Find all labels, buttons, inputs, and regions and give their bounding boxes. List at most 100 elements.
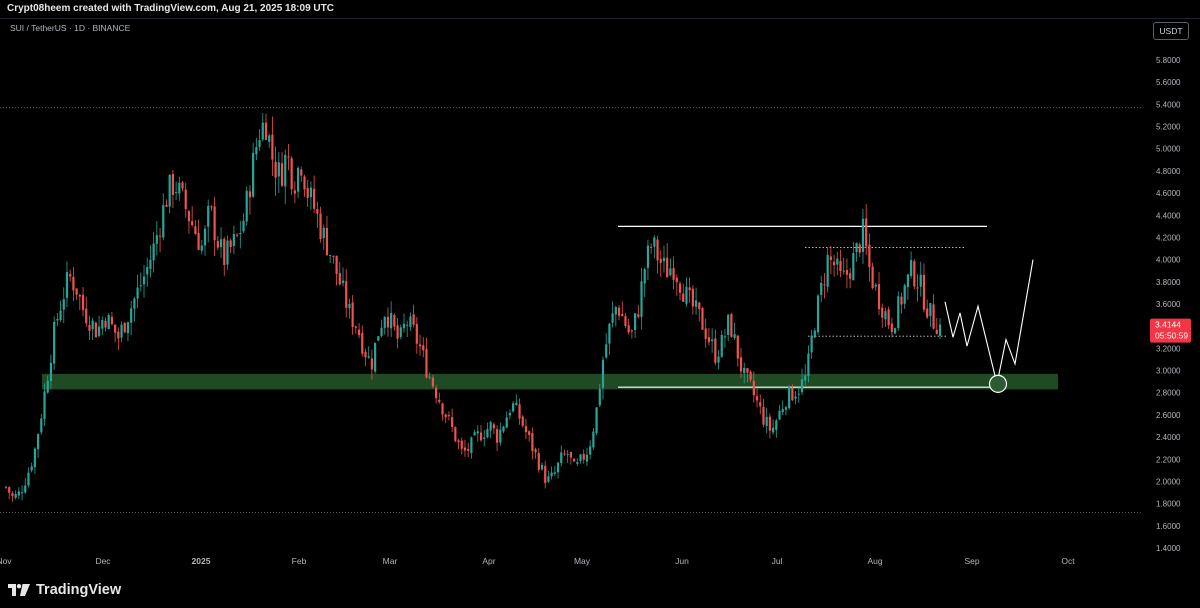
candle-body bbox=[293, 190, 296, 194]
candle-body bbox=[447, 415, 451, 417]
candle-body bbox=[521, 416, 524, 426]
candle-body bbox=[874, 284, 877, 287]
candle-body bbox=[120, 324, 123, 338]
price-tick-label: 2.6000 bbox=[1156, 411, 1181, 420]
candle-body bbox=[938, 324, 942, 336]
candle-body bbox=[168, 174, 171, 207]
price-chart[interactable]: 5.8000 5.6000 5.4000 5.2000 5.0000 4.8000 4.60… bbox=[0, 19, 1200, 572]
projection-path bbox=[944, 259, 1034, 384]
candle-body bbox=[149, 259, 152, 269]
candle-body bbox=[399, 327, 402, 337]
month-label: Sep bbox=[964, 556, 979, 566]
candle-body bbox=[505, 417, 508, 428]
candle-body bbox=[309, 187, 313, 198]
candle-body bbox=[771, 427, 775, 433]
candle-body bbox=[396, 325, 399, 339]
candle-body bbox=[219, 239, 223, 248]
price-tick-label: 3.0000 bbox=[1156, 367, 1181, 376]
month-label: Nov bbox=[0, 556, 12, 566]
candle-body bbox=[861, 218, 865, 252]
price-tick-label: 1.8000 bbox=[1156, 500, 1181, 509]
candle-body bbox=[313, 188, 316, 209]
candle-body bbox=[897, 296, 900, 329]
candle-body bbox=[329, 255, 332, 257]
candle-body bbox=[682, 293, 685, 302]
candle-body bbox=[367, 356, 370, 358]
candle-body bbox=[422, 345, 425, 351]
candle-body bbox=[56, 318, 59, 321]
candle-body bbox=[30, 466, 33, 471]
candle-body bbox=[544, 465, 547, 483]
candle-body bbox=[155, 235, 158, 244]
candle-body bbox=[926, 308, 929, 318]
candle-body bbox=[114, 324, 117, 333]
candle-body bbox=[97, 326, 101, 336]
candle-body bbox=[393, 315, 396, 327]
currency-button[interactable]: USDT bbox=[1153, 22, 1189, 40]
candle-body bbox=[637, 314, 640, 317]
candle-body bbox=[820, 282, 823, 295]
month-label: Apr bbox=[482, 556, 495, 566]
price-tick-label: 5.8000 bbox=[1156, 56, 1181, 65]
candle-body bbox=[528, 431, 531, 435]
candle-body bbox=[94, 322, 97, 338]
candle-body bbox=[720, 334, 723, 357]
price-tick-label: 2.2000 bbox=[1156, 455, 1181, 464]
candle-body bbox=[235, 234, 239, 236]
candle-body bbox=[81, 294, 85, 310]
candle-body bbox=[598, 388, 601, 406]
candle-body bbox=[457, 440, 460, 443]
candle-body bbox=[165, 204, 168, 207]
candle-body bbox=[232, 234, 235, 246]
candle-body bbox=[640, 281, 643, 317]
candle-body bbox=[730, 314, 733, 337]
candle-body bbox=[736, 335, 739, 359]
candle-body bbox=[72, 276, 75, 291]
candle-body bbox=[258, 140, 261, 147]
chart-frame[interactable]: 5.8000 5.6000 5.4000 5.2000 5.0000 4.8000 4.60… bbox=[0, 18, 1200, 572]
candle-body bbox=[46, 380, 49, 393]
price-tick-label: 1.6000 bbox=[1156, 522, 1181, 531]
price-tick-label: 4.0000 bbox=[1156, 256, 1181, 265]
candle-body bbox=[242, 220, 245, 232]
candle-body bbox=[216, 240, 219, 248]
candle-body bbox=[280, 163, 284, 186]
candle-body bbox=[669, 268, 672, 276]
candle-body bbox=[508, 412, 512, 416]
month-label: Jul bbox=[772, 556, 783, 566]
candle-body bbox=[743, 367, 746, 374]
candle-body bbox=[608, 323, 611, 344]
candle-body bbox=[540, 464, 544, 470]
candle-body bbox=[361, 332, 364, 354]
candle-body bbox=[229, 240, 232, 248]
candle-body bbox=[85, 308, 88, 324]
time-axis: Nov Dec 2025 Feb Mar Apr May Jun Jul Aug Sep Oct bbox=[0, 556, 1075, 566]
candle-body bbox=[226, 240, 229, 265]
candle-body bbox=[470, 437, 473, 454]
candle-body bbox=[460, 440, 463, 449]
candle-body bbox=[922, 274, 926, 310]
candle-body bbox=[130, 308, 133, 323]
candle-body bbox=[573, 458, 576, 462]
candle-body bbox=[110, 316, 114, 325]
candle-body bbox=[24, 485, 27, 493]
tradingview-logo-icon bbox=[8, 584, 30, 596]
candle-body bbox=[823, 284, 826, 286]
candle-body bbox=[338, 273, 341, 285]
candle-body bbox=[707, 337, 711, 343]
symbol-legend[interactable]: SUI / TetherUS · 1D · BINANCE bbox=[10, 23, 131, 33]
candle-body bbox=[255, 147, 258, 155]
candle-body bbox=[585, 454, 589, 462]
candle-body bbox=[768, 416, 771, 431]
candle-body bbox=[454, 427, 457, 442]
price-tick-label: 5.0000 bbox=[1156, 145, 1181, 154]
candle-body bbox=[325, 228, 329, 256]
price-tick-label: 4.4000 bbox=[1156, 211, 1181, 220]
month-label: Aug bbox=[867, 556, 882, 566]
candle-body bbox=[213, 206, 216, 241]
candle-body bbox=[755, 396, 759, 401]
candle-body bbox=[794, 396, 797, 399]
candle-body bbox=[203, 228, 207, 246]
candle-body bbox=[762, 406, 765, 425]
price-axis: 5.8000 5.6000 5.4000 5.2000 5.0000 4.8000 4.60… bbox=[1150, 56, 1191, 553]
